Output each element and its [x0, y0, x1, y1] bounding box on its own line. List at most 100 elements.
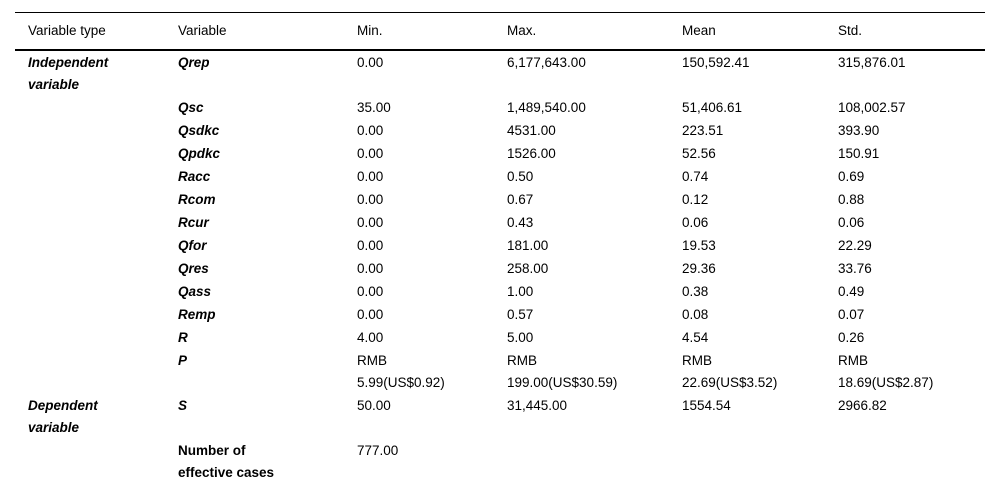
variable-type-cell: [15, 142, 178, 165]
variable-cell: Rcur: [178, 215, 209, 230]
variable-cell: P: [178, 353, 188, 368]
min-cell: 777.00: [357, 443, 399, 458]
std-cell: 0.69: [838, 169, 865, 184]
std-cell: 33.76: [838, 261, 872, 276]
table-row: P RMB 5.99(US$0.92) RMB 199.00(US$30.59) RM…: [15, 349, 985, 394]
max-cell: 0.43: [507, 215, 534, 230]
min-cell: 35.00: [357, 100, 391, 115]
std-cell: 108,002.57: [838, 100, 906, 115]
std-cell: RMB 18.69(US$2.87): [838, 353, 934, 390]
max-cell: 0.57: [507, 307, 534, 322]
col-header-variable: Variable: [178, 12, 357, 51]
max-cell: 258.00: [507, 261, 549, 276]
table-row: Qfor 0.00 181.00 19.53 22.29: [15, 234, 985, 257]
max-cell: 181.00: [507, 238, 549, 253]
max-cell: 31,445.00: [507, 398, 568, 413]
max-cell: 1526.00: [507, 146, 556, 161]
variable-type-cell: [15, 439, 178, 478]
variable-type-cell: [15, 234, 178, 257]
table-row: Qpdkc 0.00 1526.00 52.56 150.91: [15, 142, 985, 165]
col-header-std: Std.: [838, 12, 985, 51]
variable-cell: Qfor: [178, 238, 207, 253]
std-cell: 315,876.01: [838, 55, 906, 70]
variable-cell: Qsc: [178, 100, 204, 115]
std-cell: 150.91: [838, 146, 880, 161]
variable-cell: Racc: [178, 169, 211, 184]
min-cell: 0.00: [357, 123, 384, 138]
variable-type-cell: [15, 211, 178, 234]
table-row: Number of effective cases 777.00: [15, 439, 985, 478]
table-row: Qsdkc 0.00 4531.00 223.51 393.90: [15, 119, 985, 142]
max-cell: 6,177,643.00: [507, 55, 586, 70]
min-cell: 0.00: [357, 238, 384, 253]
mean-cell: 223.51: [682, 123, 724, 138]
variable-cell: S: [178, 398, 188, 413]
mean-cell: [682, 439, 838, 478]
variable-cell: R: [178, 330, 188, 345]
mean-cell: 0.12: [682, 192, 709, 207]
variable-type-cell: [15, 96, 178, 119]
mean-cell: 19.53: [682, 238, 716, 253]
col-header-min: Min.: [357, 12, 507, 51]
variable-cell: Qrep: [178, 55, 210, 70]
std-cell: 2966.82: [838, 398, 887, 413]
max-cell: 1,489,540.00: [507, 100, 586, 115]
mean-cell: 1554.54: [682, 398, 731, 413]
variable-cell: Qass: [178, 284, 212, 299]
mean-cell: 51,406.61: [682, 100, 743, 115]
max-cell: 0.50: [507, 169, 534, 184]
table-row: R 4.00 5.00 4.54 0.26: [15, 326, 985, 349]
table-row: Remp 0.00 0.57 0.08 0.07: [15, 303, 985, 326]
min-cell: 50.00: [357, 398, 391, 413]
min-cell: RMB 5.99(US$0.92): [357, 353, 445, 390]
variable-type-cell: [15, 349, 178, 394]
col-header-mean: Mean: [682, 12, 838, 51]
table-row: Racc 0.00 0.50 0.74 0.69: [15, 165, 985, 188]
max-cell: 4531.00: [507, 123, 556, 138]
std-cell: 0.07: [838, 307, 865, 322]
table-row: Rcom 0.00 0.67 0.12 0.88: [15, 188, 985, 211]
min-cell: 0.00: [357, 55, 384, 70]
table-row: Dependent variable S 50.00 31,445.00 1554.54…: [15, 394, 985, 439]
variable-cell: Number of effective cases: [178, 443, 275, 478]
mean-cell: 0.06: [682, 215, 709, 230]
table-row: Independent variable Qrep 0.00 6,177,643.00…: [15, 50, 985, 96]
min-cell: 0.00: [357, 146, 384, 161]
mean-cell: 29.36: [682, 261, 716, 276]
variable-type-cell: [15, 165, 178, 188]
min-cell: 0.00: [357, 169, 384, 184]
variable-type-cell: [15, 280, 178, 303]
mean-cell: 0.08: [682, 307, 709, 322]
max-cell: [507, 439, 682, 478]
max-cell: 1.00: [507, 284, 534, 299]
variable-type-cell: [15, 257, 178, 280]
variable-type-cell: Dependent variable: [28, 398, 98, 435]
header-row: Variable type Variable Min. Max. Mean St…: [15, 12, 985, 51]
variable-type-cell: [15, 188, 178, 211]
max-cell: 5.00: [507, 330, 534, 345]
table-row: Qass 0.00 1.00 0.38 0.49: [15, 280, 985, 303]
table-container: Variable type Variable Min. Max. Mean St…: [15, 12, 985, 478]
variable-cell: Qpdkc: [178, 146, 221, 161]
variable-cell: Qres: [178, 261, 209, 276]
std-cell: 0.06: [838, 215, 865, 230]
mean-cell: 0.74: [682, 169, 709, 184]
min-cell: 4.00: [357, 330, 384, 345]
mean-cell: 4.54: [682, 330, 709, 345]
min-cell: 0.00: [357, 192, 384, 207]
mean-cell: 52.56: [682, 146, 716, 161]
variable-type-cell: [15, 326, 178, 349]
col-header-variable-type: Variable type: [15, 12, 178, 51]
mean-cell: RMB 22.69(US$3.52): [682, 353, 778, 390]
std-cell: 393.90: [838, 123, 880, 138]
variable-type-cell: [15, 303, 178, 326]
col-header-max: Max.: [507, 12, 682, 51]
max-cell: RMB 199.00(US$30.59): [507, 353, 618, 390]
variable-type-cell: [15, 119, 178, 142]
max-cell: 0.67: [507, 192, 534, 207]
table-row: Rcur 0.00 0.43 0.06 0.06: [15, 211, 985, 234]
table-row: Qres 0.00 258.00 29.36 33.76: [15, 257, 985, 280]
mean-cell: 150,592.41: [682, 55, 750, 70]
variable-type-cell: Independent variable: [28, 55, 109, 92]
